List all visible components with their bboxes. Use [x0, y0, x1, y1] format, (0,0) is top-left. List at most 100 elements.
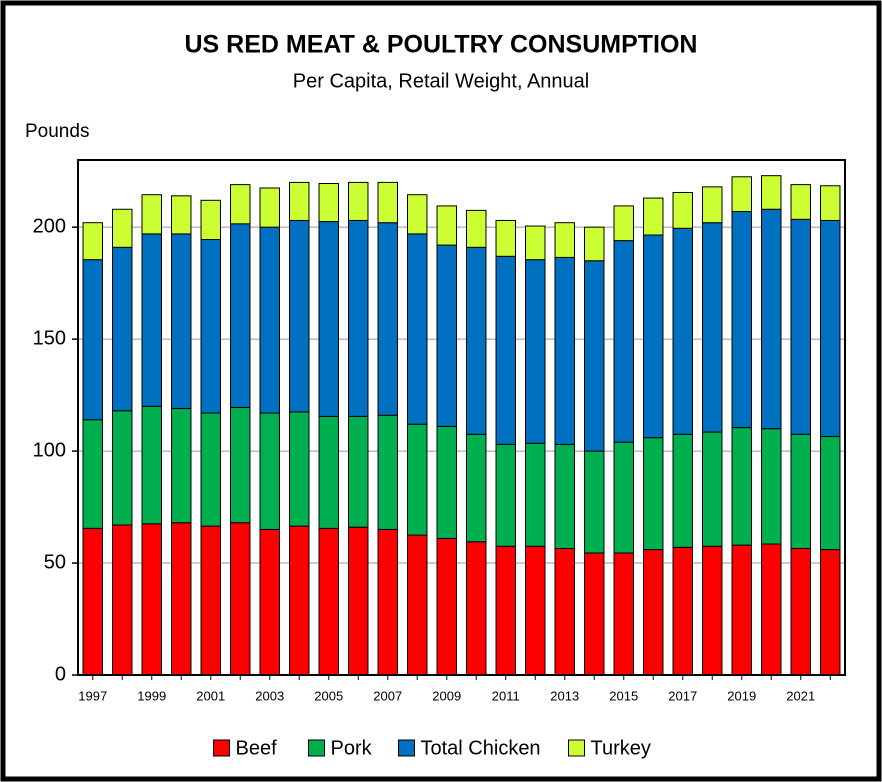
plot-border — [77, 159, 846, 676]
bar-segment — [171, 408, 192, 524]
bar-segment — [289, 219, 310, 413]
bar-segment — [554, 547, 575, 676]
bar-segment — [672, 227, 693, 435]
bar-segment — [289, 525, 310, 676]
bar-segment — [436, 244, 457, 427]
bar-segment — [672, 191, 693, 229]
bar-segment — [613, 240, 634, 443]
bar-segment — [731, 176, 752, 212]
bar-segment — [643, 197, 664, 236]
bar-segment — [230, 184, 251, 225]
bar-segment — [171, 233, 192, 410]
bar-segment — [348, 415, 369, 528]
x-tick-label: 2021 — [786, 688, 815, 703]
bar-segment — [525, 259, 546, 444]
bar-segment — [820, 549, 841, 676]
bar-segment — [230, 223, 251, 408]
bar-segment — [554, 222, 575, 258]
bar-segment — [466, 433, 487, 543]
bar-segment — [672, 433, 693, 548]
bar-segment — [790, 547, 811, 676]
bar-segment — [407, 423, 428, 536]
bar-segment — [525, 442, 546, 547]
bar-segment — [377, 181, 398, 224]
x-tick-label: 1997 — [78, 688, 107, 703]
bar-segment — [613, 205, 634, 242]
y-tick-label: 150 — [33, 327, 66, 349]
bar-segment — [171, 522, 192, 676]
bar-segment — [761, 428, 782, 545]
x-tick-label: 1999 — [137, 688, 166, 703]
bar-segment — [259, 412, 280, 530]
chart-title: US RED MEAT & POULTRY CONSUMPTION — [185, 31, 698, 59]
bar-segment — [525, 225, 546, 261]
bar-segment — [200, 412, 221, 527]
bar-segment — [790, 433, 811, 549]
bar-segment — [200, 199, 221, 240]
bar-segment — [643, 549, 664, 676]
legend-swatch — [568, 739, 585, 757]
legend-swatch — [213, 739, 230, 757]
bar-segment — [407, 233, 428, 425]
bar-segment — [141, 194, 162, 235]
legend-label: Total Chicken — [421, 737, 541, 759]
bar-segment — [554, 256, 575, 445]
bar-segment — [525, 545, 546, 676]
x-tick-label: 2001 — [196, 688, 225, 703]
x-tick-label: 2011 — [492, 688, 520, 703]
x-tick-label: 2017 — [668, 688, 697, 703]
bar-segment — [436, 205, 457, 246]
chart-subtitle: Per Capita, Retail Weight, Annual — [293, 70, 589, 92]
x-tick-label: 2009 — [432, 688, 461, 703]
bar-segment — [318, 183, 339, 223]
bar-segment — [377, 414, 398, 530]
y-tick-label: 0 — [55, 663, 66, 685]
bar-segment — [289, 411, 310, 527]
bar-segment — [495, 219, 516, 257]
bar-segment — [230, 522, 251, 676]
bar-segment — [613, 441, 634, 554]
bar-segment — [584, 450, 605, 554]
bar-segment — [466, 209, 487, 248]
bar-segment — [377, 528, 398, 676]
bar-segment — [259, 187, 280, 228]
bar-segment — [702, 545, 723, 676]
bar-segment — [495, 545, 516, 676]
bar-segment — [112, 524, 133, 676]
bar-segment — [466, 541, 487, 676]
bar-segment — [613, 552, 634, 676]
bar-segment — [790, 218, 811, 435]
bar-segment — [348, 181, 369, 221]
bar-segment — [407, 194, 428, 235]
bar-segment — [702, 222, 723, 433]
bar-segment — [466, 246, 487, 435]
bar-segment — [584, 552, 605, 676]
bar-segment — [82, 527, 103, 676]
bar-segment — [318, 221, 339, 417]
bar-segment — [230, 406, 251, 524]
bar-segment — [820, 436, 841, 551]
bar-segment — [200, 238, 221, 414]
bar-segment — [200, 525, 221, 676]
bar-segment — [318, 415, 339, 529]
bar-segment — [259, 528, 280, 676]
x-tick-label: 2003 — [255, 688, 284, 703]
bar-segment — [790, 184, 811, 220]
bar-segment — [259, 226, 280, 414]
bar-segment — [112, 246, 133, 412]
bar-segment — [318, 527, 339, 676]
legend-swatch — [308, 739, 325, 757]
bar-segment — [82, 259, 103, 421]
bar-segment — [289, 181, 310, 221]
bar-segment — [643, 437, 664, 551]
bar-segment — [436, 425, 457, 539]
bar-segment — [731, 544, 752, 676]
bar-segment — [643, 234, 664, 439]
bar-segment — [141, 405, 162, 525]
bar-segment — [584, 260, 605, 452]
y-tick-label: 100 — [33, 439, 66, 461]
bar-segment — [407, 534, 428, 676]
bar-segment — [141, 233, 162, 407]
legend-label: Beef — [236, 737, 278, 759]
plot-area — [77, 159, 846, 676]
